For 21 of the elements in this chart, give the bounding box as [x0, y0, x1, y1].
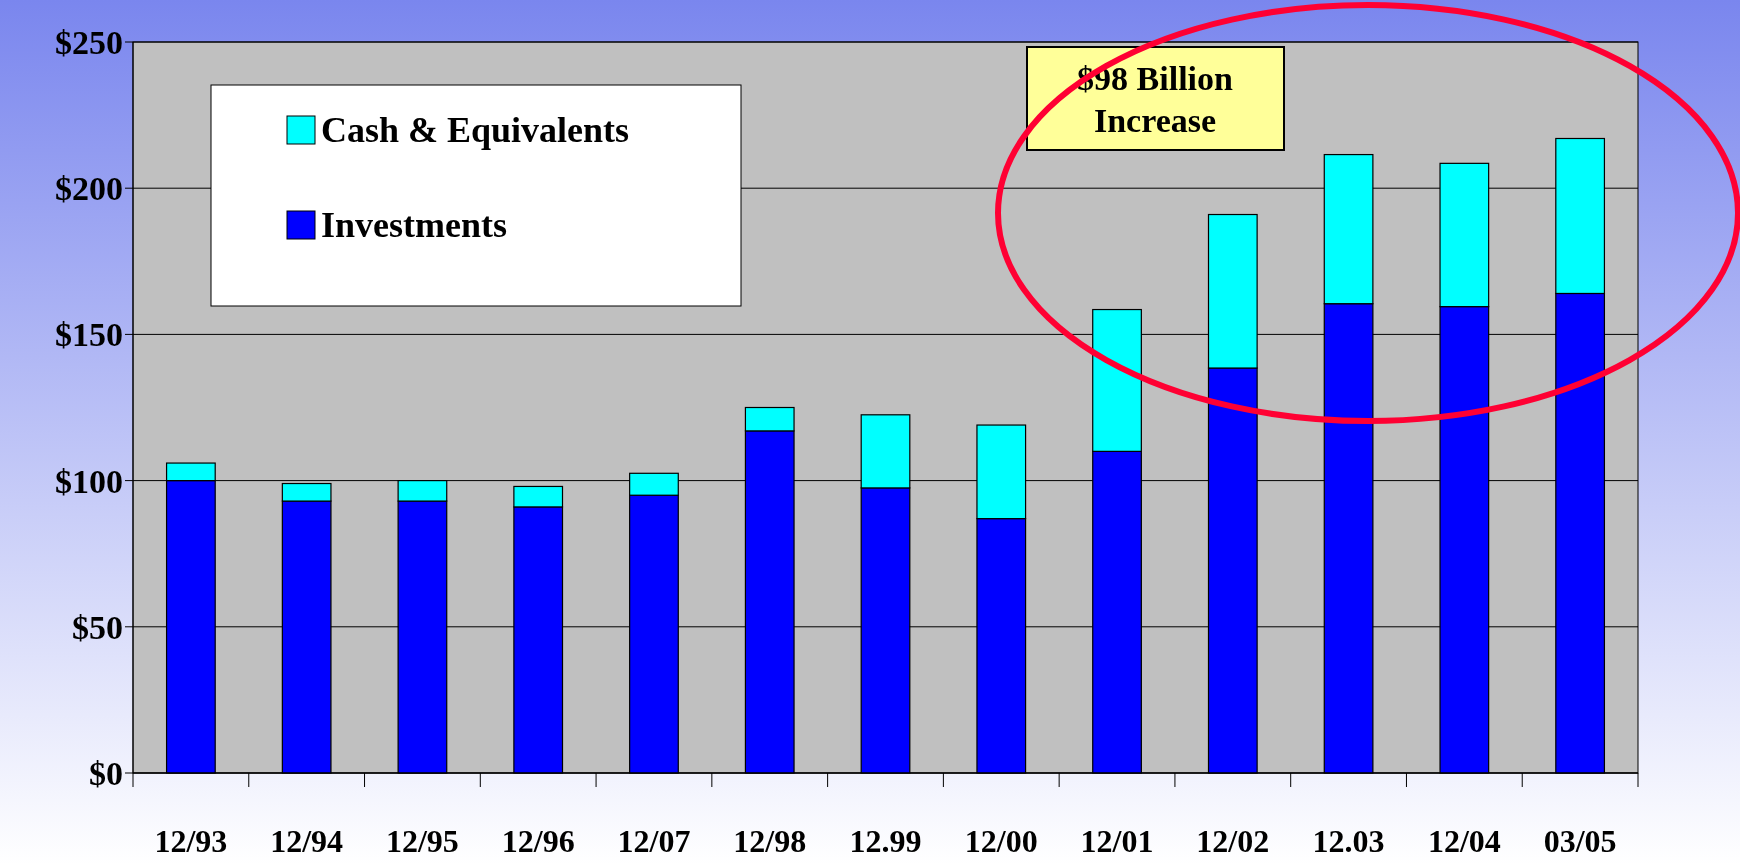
y-tick-label: $200 [55, 170, 123, 208]
y-tick-label: $150 [55, 316, 123, 354]
x-tick-label: 03/05 [1543, 823, 1617, 859]
legend-label: Investments [321, 205, 507, 245]
x-tick-label: 12/94 [270, 823, 344, 859]
x-tick-label: 12/00 [964, 823, 1038, 859]
legend-label: Cash & Equivalents [321, 110, 630, 150]
x-tick-label: 12.03 [1312, 823, 1385, 859]
y-tick-label: $0 [89, 754, 123, 792]
x-tick-label: 12/04 [1427, 823, 1501, 859]
y-tick-label: $100 [55, 462, 123, 500]
x-tick-label: 12/96 [501, 823, 575, 859]
x-tick-label: 12/02 [1196, 823, 1270, 859]
x-tick-label: 12/98 [733, 823, 807, 859]
y-tick-label: $50 [72, 608, 123, 646]
y-tick-label: $250 [55, 23, 123, 61]
x-tick-label: 12/01 [1080, 823, 1154, 859]
x-tick-label: 12/95 [385, 823, 459, 859]
x-tick-label: 12/07 [617, 823, 691, 859]
x-tick-label: 12/93 [154, 823, 228, 859]
x-tick-label: 12.99 [849, 823, 922, 859]
